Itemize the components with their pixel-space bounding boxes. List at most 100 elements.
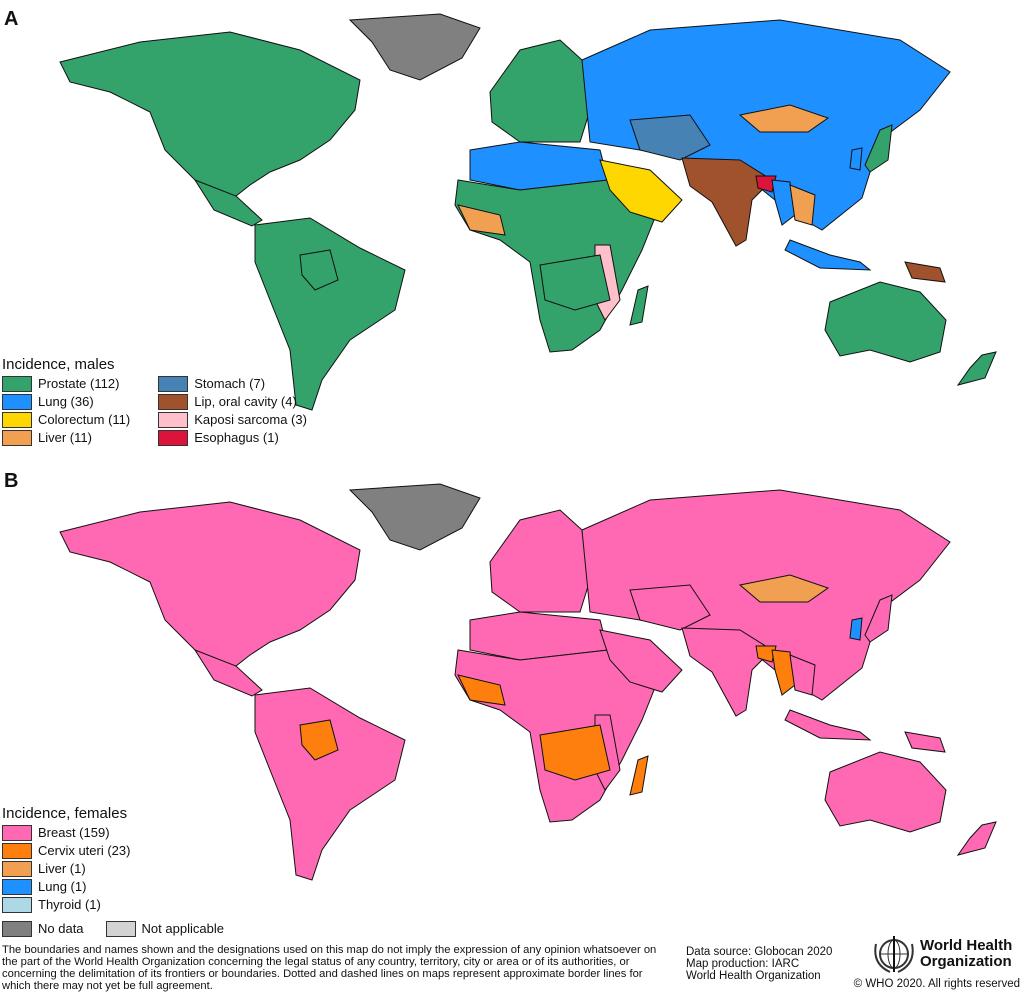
legend-item-liver: Liver (11) (2, 429, 130, 447)
legend-label: No data (38, 921, 84, 936)
legend-swatch (2, 921, 32, 937)
legend-item-kaposi: Kaposi sarcoma (3) (158, 411, 307, 429)
legend-label: Colorectum (11) (38, 412, 131, 427)
status-legend: No data Not applicable (2, 920, 224, 938)
region-papua (904, 731, 946, 753)
legend-item-prostate: Prostate (112) (2, 375, 130, 393)
legend-title: Incidence, females (2, 805, 128, 822)
legend-item-not-applicable: Not applicable (105, 920, 224, 938)
panel-label-b: B (4, 470, 19, 492)
legend-item-liver: Liver (1) (2, 860, 130, 878)
map-females (59, 483, 997, 881)
region-europe (489, 509, 591, 613)
legend-swatch (2, 879, 32, 895)
region-india (681, 157, 773, 247)
region-korea (849, 617, 863, 641)
region-west-africa (457, 674, 506, 706)
region-south-america (254, 217, 406, 411)
legend-swatch (2, 861, 32, 877)
legend-swatch (2, 412, 32, 428)
legend-swatch (158, 430, 189, 446)
region-central-asia (629, 584, 711, 631)
region-greenland (348, 13, 481, 81)
legend-swatch (2, 376, 32, 392)
legend-swatch (158, 376, 189, 392)
source-line: World Health Organization (686, 970, 821, 982)
region-korea (849, 147, 863, 171)
legend-item-lung: Lung (36) (2, 393, 130, 411)
region-mongolia (738, 104, 830, 133)
legend-swatch (105, 921, 136, 937)
legend-item-thyroid: Thyroid (1) (2, 896, 130, 914)
region-new-zealand (956, 351, 997, 386)
region-myanmar (771, 179, 796, 226)
legend-item-cervix: Cervix uteri (23) (2, 842, 130, 860)
region-southern-africa (539, 254, 611, 311)
region-arabia (599, 629, 683, 693)
region-se-asia (789, 184, 816, 226)
legend-label: Liver (1) (38, 861, 86, 876)
legend-swatch (2, 825, 32, 841)
region-papua (904, 261, 946, 283)
legend-column: Breast (159) Cervix uteri (23) Liver (1) Lu… (2, 824, 130, 914)
legend-label: Esophagus (1) (194, 430, 279, 445)
region-south-america (254, 687, 406, 881)
who-name: World Health (920, 937, 1013, 954)
legend-swatch (2, 394, 32, 410)
region-australia (824, 281, 947, 363)
region-west-africa (457, 204, 506, 236)
region-central-asia (629, 114, 711, 161)
legend-title: Incidence, males (2, 356, 115, 373)
legend-label: Breast (159) (38, 825, 110, 840)
legend-label: Lung (36) (38, 394, 94, 409)
region-madagascar (629, 285, 649, 326)
region-indonesia (784, 239, 872, 271)
who-name: Organization (920, 953, 1012, 970)
legend-label: Thyroid (1) (38, 897, 101, 912)
legend-item-colorectum: Colorectum (11) (2, 411, 130, 429)
legend-label: Kaposi sarcoma (3) (194, 412, 307, 427)
region-madagascar (629, 755, 649, 796)
region-central-america (193, 178, 263, 227)
disclaimer: The boundaries and names shown and the d… (2, 944, 657, 992)
legend-label: Lip, oral cavity (4) (194, 394, 297, 409)
region-bangladesh (755, 175, 777, 193)
region-india (681, 627, 773, 717)
region-japan (864, 594, 893, 643)
who-logo: World Health Organization (872, 934, 1022, 974)
region-north-america (59, 501, 361, 669)
legend-column: Stomach (7) Lip, oral cavity (4) Kaposi sa… (158, 375, 307, 447)
region-japan (864, 124, 893, 173)
legend-label: Liver (11) (38, 430, 92, 445)
legend-swatch (158, 412, 189, 428)
region-europe (489, 39, 591, 143)
legend-item-lip: Lip, oral cavity (4) (158, 393, 307, 411)
region-mongolia (738, 574, 830, 603)
region-greenland (348, 483, 481, 551)
legend-item-lung: Lung (1) (2, 878, 130, 896)
region-arabia (599, 159, 683, 223)
region-indonesia (784, 709, 872, 741)
legend-swatch (2, 843, 32, 859)
legend-label: Stomach (7) (194, 376, 266, 391)
region-southern-africa (539, 724, 611, 781)
region-central-america (193, 648, 263, 697)
legend-label: Prostate (112) (38, 376, 120, 391)
region-se-asia (789, 654, 816, 696)
legend-column: Prostate (112) Lung (36) Colorectum (11) Li… (2, 375, 130, 447)
legend-item-stomach: Stomach (7) (158, 375, 307, 393)
legend-item-breast: Breast (159) (2, 824, 130, 842)
region-australia (824, 751, 947, 833)
copyright: © WHO 2020. All rights reserved (853, 978, 1020, 990)
legend-item-esophagus: Esophagus (1) (158, 429, 307, 447)
region-bangladesh (755, 645, 777, 663)
legend-label: Not applicable (141, 921, 224, 936)
legend-males: Incidence, males Prostate (112) Lung (36)… (2, 356, 307, 447)
map-males (59, 13, 997, 411)
legend-swatch (2, 430, 32, 446)
legend-females: Incidence, females Breast (159) Cervix ut… (2, 805, 130, 914)
source-line: Data source: Globocan 2020 (686, 946, 833, 958)
legend-item-no-data: No data (2, 920, 84, 938)
who-emblem-icon (874, 936, 914, 973)
